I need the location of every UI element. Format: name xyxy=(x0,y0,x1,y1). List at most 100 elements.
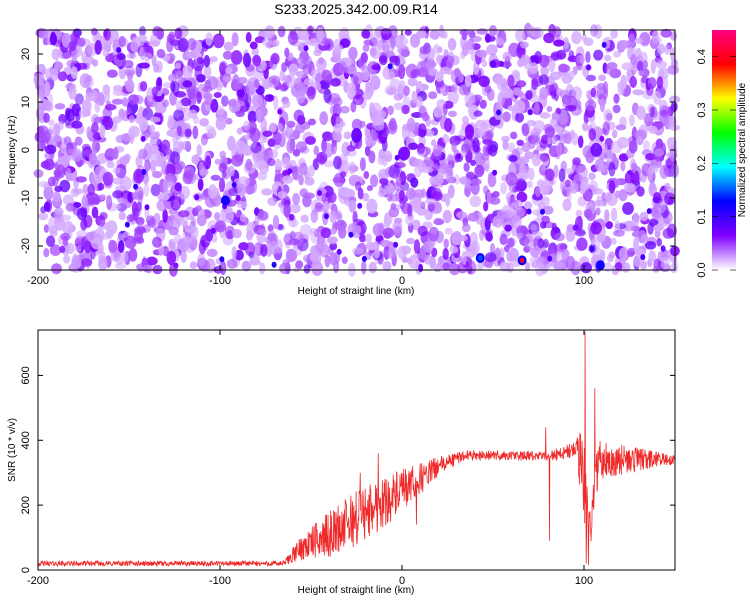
heatmap-cell xyxy=(447,38,457,51)
heatmap-cell xyxy=(419,246,427,260)
heatmap-cell xyxy=(64,242,75,255)
heatmap-cell xyxy=(310,209,319,223)
heatmap-cell xyxy=(476,49,488,58)
heatmap-cell xyxy=(176,125,182,137)
heatmap-cell xyxy=(653,224,665,232)
heatmap-cell xyxy=(272,39,280,47)
heatmap-cell xyxy=(364,133,373,148)
heatmap-cell xyxy=(442,209,452,224)
heatmap-cell xyxy=(273,95,279,111)
heatmap-cell xyxy=(516,80,527,88)
heatmap-cell xyxy=(420,201,426,210)
heatmap-cell xyxy=(267,197,278,206)
heatmap-cell xyxy=(461,42,469,57)
heatmap-cell xyxy=(429,29,440,40)
heatmap-cell xyxy=(42,100,52,111)
heatmap-cell xyxy=(572,157,581,166)
heatmap-cell xyxy=(277,108,283,115)
heatmap-y-label: Frequency (Hz) xyxy=(7,116,18,185)
heatmap-cell xyxy=(618,39,630,50)
heatmap-cell xyxy=(541,196,550,206)
heatmap-cell xyxy=(71,255,82,270)
heatmap-cell xyxy=(181,140,191,151)
heatmap-cell xyxy=(428,226,440,242)
heatmap-cell xyxy=(405,187,416,200)
heatmap-cell xyxy=(515,207,526,218)
heatmap-cell xyxy=(303,264,311,274)
heatmap-cell xyxy=(539,139,548,149)
heatmap-cell xyxy=(636,105,646,120)
heatmap-cell xyxy=(287,31,299,45)
heatmap-cell xyxy=(144,159,152,172)
heatmap-cell xyxy=(332,103,342,117)
heatmap-cell xyxy=(180,250,187,263)
heatmap-cell xyxy=(97,91,105,104)
heatmap-cell xyxy=(252,54,261,67)
heatmap-cell xyxy=(128,115,135,123)
heatmap-cell xyxy=(57,71,68,82)
heatmap-cell xyxy=(305,136,316,145)
heatmap-cell xyxy=(336,248,342,255)
heatmap-cell xyxy=(480,154,490,161)
heatmap-cell xyxy=(451,230,463,246)
heatmap-cell xyxy=(409,33,421,48)
heatmap-cell xyxy=(433,217,444,226)
heatmap-cell xyxy=(190,217,196,227)
heatmap-cell xyxy=(571,30,582,45)
heatmap-cell xyxy=(639,211,649,222)
heatmap-cell xyxy=(248,251,255,259)
heatmap-cell xyxy=(383,232,392,239)
heatmap-cell xyxy=(116,47,122,53)
heatmap-cell xyxy=(362,44,370,52)
heatmap-cell xyxy=(323,88,332,104)
heatmap-cell xyxy=(351,247,364,255)
heatmap-cell xyxy=(425,60,437,69)
heatmap-cell xyxy=(385,183,396,194)
heatmap-cell xyxy=(567,70,575,81)
heatmap-cell xyxy=(124,69,136,77)
heatmap-cell xyxy=(236,201,248,209)
heatmap-cell xyxy=(267,94,273,101)
heatmap-x-tick-label: 0 xyxy=(399,275,405,287)
heatmap-cell xyxy=(43,224,50,233)
heatmap-cell xyxy=(585,51,591,63)
heatmap-cell xyxy=(307,86,316,100)
heatmap-cell xyxy=(618,153,629,162)
heatmap-cell xyxy=(108,239,118,253)
heatmap-cell xyxy=(521,123,530,137)
heatmap-cell xyxy=(359,157,366,172)
heatmap-cell xyxy=(484,33,491,43)
heatmap-cell xyxy=(512,87,522,96)
heatmap-cell xyxy=(601,41,607,48)
heatmap-cell xyxy=(486,214,493,222)
heatmap-cell xyxy=(401,37,409,46)
heatmap-cell xyxy=(206,248,218,258)
heatmap-cell xyxy=(144,204,150,211)
heatmap-cell xyxy=(91,237,103,250)
heatmap-cell xyxy=(288,63,299,76)
heatmap-cell xyxy=(469,195,481,208)
heatmap-cell xyxy=(656,237,662,247)
heatmap-cell xyxy=(336,210,343,225)
heatmap-cell xyxy=(151,86,159,97)
heatmap-cell xyxy=(555,254,563,261)
heatmap-cell xyxy=(387,120,398,135)
heatmap-cell xyxy=(169,39,181,46)
heatmap-cell xyxy=(530,224,537,231)
heatmap-cell xyxy=(456,211,468,219)
heatmap-cell xyxy=(371,64,381,71)
heatmap-cell xyxy=(198,239,206,255)
colorbar-tick-label: 0.0 xyxy=(696,262,708,277)
heatmap-cell xyxy=(454,174,460,185)
heatmap-cell xyxy=(143,183,150,197)
heatmap-cell xyxy=(388,164,401,179)
heatmap-cell xyxy=(652,196,663,204)
heatmap-cell xyxy=(470,159,476,167)
heatmap-cell xyxy=(106,69,118,78)
heatmap-cell xyxy=(555,142,563,157)
heatmap-cell xyxy=(605,64,611,75)
heatmap-cell xyxy=(315,82,322,91)
heatmap-cell xyxy=(620,161,626,172)
heatmap-cell xyxy=(504,224,512,232)
heatmap-cell xyxy=(649,106,655,117)
